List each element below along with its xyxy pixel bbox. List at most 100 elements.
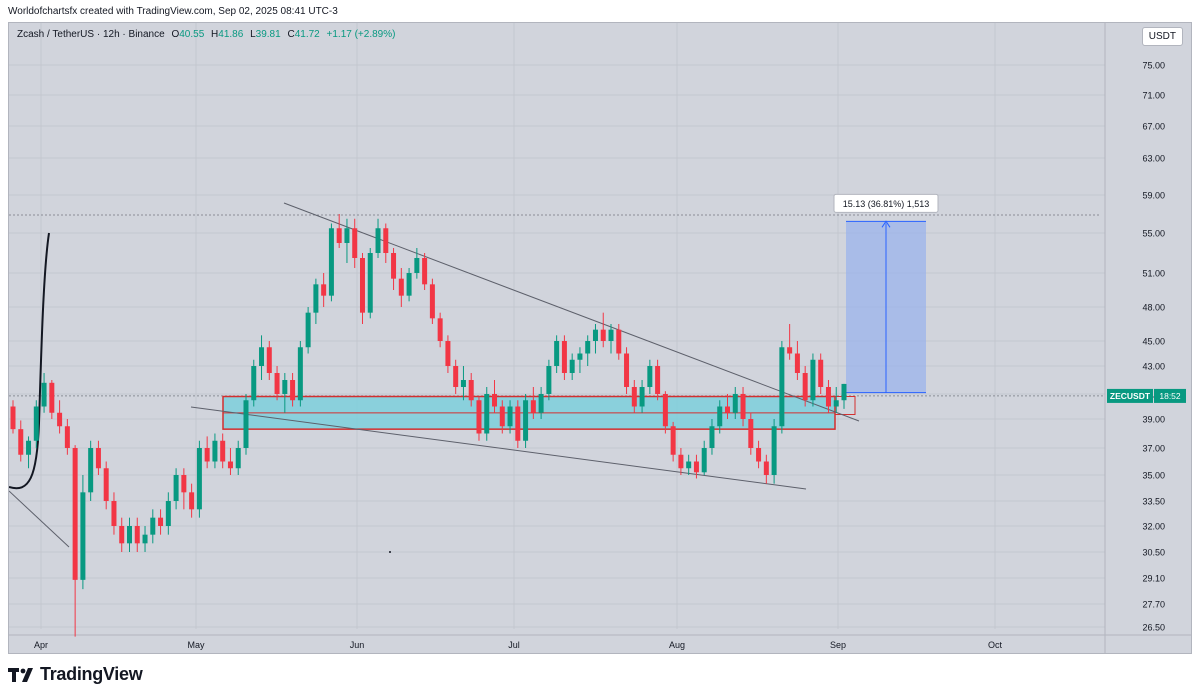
y-tick-label: 39.00 <box>1142 415 1165 425</box>
lower-trendline <box>190 406 807 490</box>
candle-body <box>220 440 226 462</box>
y-tick-label: 43.00 <box>1142 362 1165 372</box>
candle-body <box>150 517 156 535</box>
candle-body <box>290 380 296 401</box>
y-tick-label: 55.00 <box>1142 229 1165 239</box>
candle-body <box>429 284 435 319</box>
candle-body <box>709 426 715 448</box>
symbol-legend: Zcash / TetherUS · 12h · Binance O40.55 … <box>17 29 395 40</box>
candle-body <box>437 318 443 341</box>
candle-body <box>336 228 342 243</box>
footer: TradingView <box>8 664 143 685</box>
candle-body <box>818 359 824 387</box>
y-tick-label: 37.00 <box>1142 444 1165 454</box>
candle-body <box>10 406 16 430</box>
candle-body <box>492 394 498 407</box>
candle-body <box>453 366 459 387</box>
candle-body <box>763 461 769 475</box>
candle-body <box>367 253 373 313</box>
change-value: +1.17 (+2.89%) <box>326 29 396 40</box>
candle-body <box>41 382 47 407</box>
candle-body <box>507 406 513 427</box>
y-tick-label: 26.50 <box>1142 623 1165 633</box>
close-label: C <box>287 29 295 40</box>
candle-body <box>740 394 746 419</box>
x-tick-label: Apr <box>34 640 48 650</box>
candle-body <box>678 454 684 469</box>
candle-body <box>624 353 630 387</box>
candle-body <box>794 353 800 373</box>
candle-body <box>515 406 521 441</box>
candle-body <box>391 253 397 279</box>
candle-body <box>422 258 428 285</box>
candle-body <box>600 329 606 341</box>
candle-body <box>693 461 699 473</box>
candle-body <box>72 448 78 580</box>
candle-body <box>701 448 707 473</box>
y-tick-label: 41.00 <box>1142 390 1165 400</box>
candle-body <box>142 534 148 544</box>
countdown-tag-text: 18:52 <box>1159 391 1181 401</box>
y-tick-label: 59.00 <box>1142 191 1165 201</box>
candle-body <box>810 359 816 401</box>
x-tick-label: Jul <box>508 640 520 650</box>
candle-body <box>119 526 125 544</box>
candle-body <box>26 440 32 455</box>
candle-body <box>662 394 668 427</box>
left-trendline <box>9 490 70 548</box>
candle-body <box>266 347 272 373</box>
candle-body <box>243 400 249 448</box>
y-tick-label: 45.00 <box>1142 337 1165 347</box>
candle-body <box>554 341 560 366</box>
x-tick-label: Oct <box>988 640 1003 650</box>
y-tick-label: 32.00 <box>1142 522 1165 532</box>
open-label: O <box>171 29 180 40</box>
currency-button[interactable]: USDT <box>1141 27 1183 46</box>
candle-body <box>181 475 187 493</box>
candle-body <box>670 426 676 455</box>
projection-arrow-head <box>881 220 891 228</box>
candle-body <box>717 406 723 427</box>
candle-body <box>499 406 505 427</box>
candle-body <box>282 380 288 394</box>
y-tick-label: 71.00 <box>1142 91 1165 101</box>
candle-body <box>126 526 132 544</box>
candle-body <box>95 448 101 469</box>
candle-body <box>414 258 420 273</box>
credit-line: Worldofchartsfx created with TradingView… <box>8 6 338 17</box>
candle-body <box>251 366 257 401</box>
candle-body <box>80 492 86 580</box>
measure-label-text: 15.13 (36.81%) 1,513 <box>843 199 930 209</box>
candle-body <box>33 406 39 441</box>
candle-body <box>561 341 567 373</box>
price-chart[interactable]: 15.13 (36.81%) 1,513 75.00 71.00 67.00 63.00… <box>9 23 1192 654</box>
y-tick-label: 51.00 <box>1142 269 1165 279</box>
candle-body <box>468 380 474 401</box>
close-value: 41.72 <box>294 29 320 40</box>
symbol-price-tag <box>1107 388 1153 403</box>
x-tick-label: Jun <box>350 640 365 650</box>
y-tick-label: 63.00 <box>1142 154 1165 164</box>
chart-frame[interactable]: 15.13 (36.81%) 1,513 75.00 71.00 67.00 63.00… <box>8 22 1192 654</box>
symbol-tag-text: ZECUSDT <box>1110 391 1151 401</box>
y-tick-label: 29.10 <box>1142 574 1165 584</box>
candle-body <box>398 278 404 296</box>
candle-body <box>227 461 233 469</box>
candle-body <box>523 400 529 441</box>
candle-body <box>49 382 55 413</box>
candle-body <box>305 312 311 348</box>
candle-body <box>235 448 241 469</box>
y-tick-label: 67.00 <box>1142 122 1165 132</box>
x-tick-label: May <box>187 640 205 650</box>
candle-body <box>484 394 490 434</box>
measure-label-box <box>833 193 939 213</box>
candle-body <box>732 394 738 413</box>
candle-body <box>655 366 661 394</box>
candle-body <box>274 373 280 394</box>
candle-body <box>352 228 358 258</box>
candle-body <box>259 347 265 366</box>
candle-body <box>359 258 365 313</box>
candle-body <box>833 400 839 407</box>
x-tick-label: Sep <box>830 640 846 650</box>
candle-body <box>328 228 334 296</box>
